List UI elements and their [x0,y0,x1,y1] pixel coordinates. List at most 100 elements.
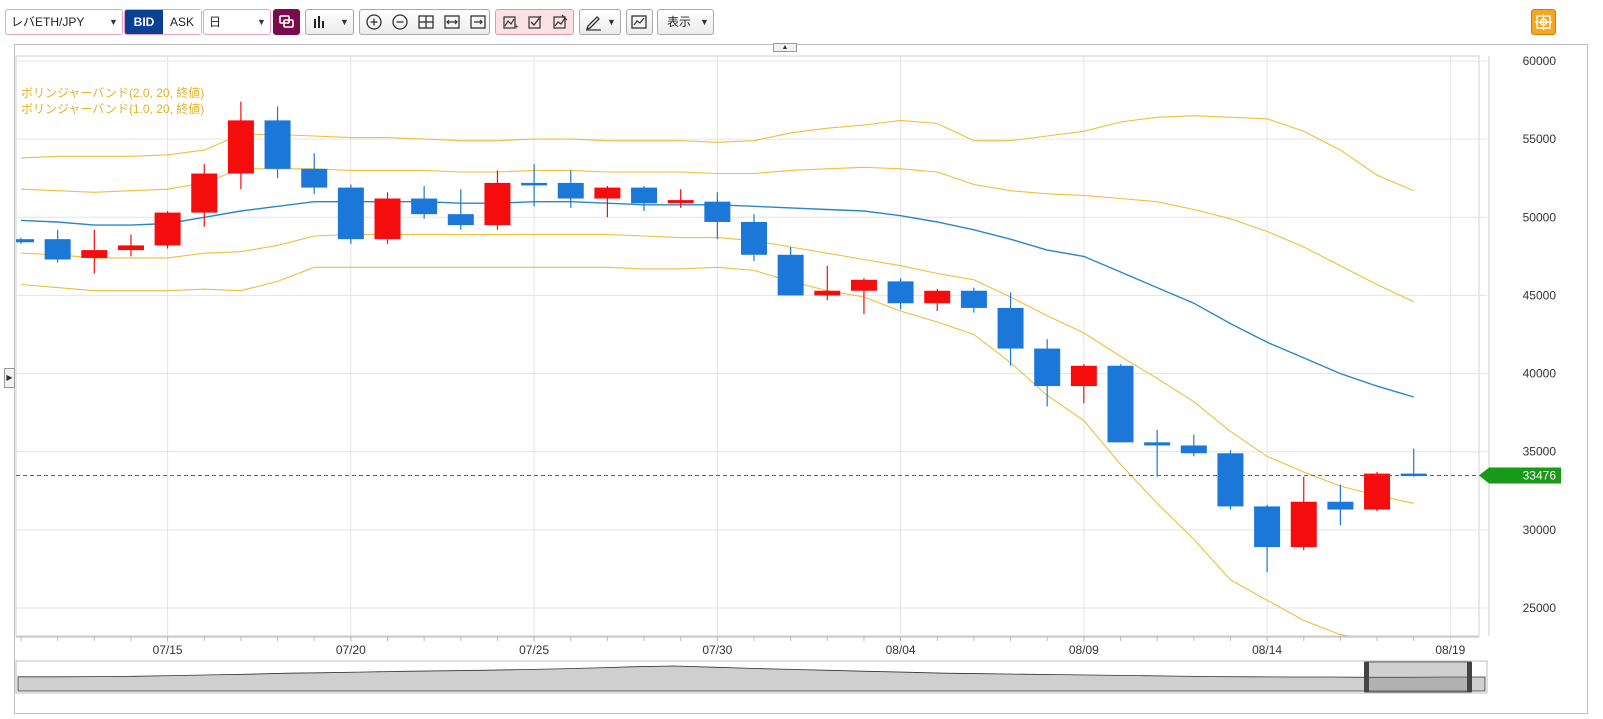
navigator-series [17,665,1486,692]
candle-body [191,173,218,213]
candles-group [16,101,1427,573]
draw-pen-icon [585,16,601,31]
ask-button[interactable]: ASK [163,10,201,34]
candle-body [44,239,71,260]
candle-body [1180,445,1207,454]
candle-body [16,239,34,243]
chart-link-icon [279,15,294,28]
bid-ask-toggle: BID ASK [124,9,202,35]
candle-body [1144,442,1171,446]
svg-text:+: + [514,22,519,31]
screenshot-icon [631,15,647,29]
chevron-down-icon: ▼ [700,17,709,27]
candle-body [521,182,548,186]
check-indicator-icon[interactable] [523,10,547,34]
symbol-select[interactable]: レバETH/JPY ▼ [5,9,123,35]
candle-body [557,182,584,199]
candle-body [667,200,694,204]
candle-body [887,281,914,304]
bollinger-lower-2-line [20,266,1352,636]
x-tick-label: 07/30 [702,643,732,657]
plot-border [15,55,1480,637]
scroll-end-icon[interactable] [466,10,490,34]
chart-type-select[interactable]: ▼ [305,9,354,35]
bid-label: BID [133,15,155,29]
candle-body [1400,473,1427,477]
candle-body [924,290,951,304]
draw-tool-select[interactable]: ▼ [579,9,621,35]
candle-body [1070,365,1097,387]
display-menu-button[interactable]: 表示 ▼ [657,9,714,35]
candle-body [81,250,108,258]
candle-body [1034,348,1061,387]
zoom-tools-group [359,9,490,35]
add-indicator-icon[interactable]: + [498,10,522,34]
display-label: 表示 [667,15,692,29]
navigator-handle-right [1467,662,1472,692]
x-tick-label: 08/14 [1252,643,1282,657]
bid-button[interactable]: BID [125,10,163,34]
candle-body [1254,506,1281,548]
screenshot-button[interactable] [626,9,653,35]
navigator-window [1364,661,1472,693]
remove-indicator-icon[interactable] [548,10,572,34]
indicator-tools-group: + [495,9,574,35]
zoom-out-icon[interactable] [388,10,412,34]
legend-bollinger-2: ボリンジャーバンド(2.0, 20, 終値) [21,86,205,100]
symbol-label: レバETH/JPY [11,15,85,29]
ask-label: ASK [169,15,194,29]
expand-side-panel-handle[interactable]: ▶ [4,368,15,388]
candle-body [960,290,987,308]
y-tick-label: 35000 [1523,445,1557,459]
fit-icon[interactable] [414,10,438,34]
current-price-label: 33476 [1523,469,1557,483]
candle-body [1364,473,1391,510]
candle-body [1290,501,1317,548]
chevron-down-icon: ▼ [607,17,616,27]
y-tick-label: 25000 [1523,601,1557,615]
y-tick-label: 50000 [1523,210,1557,224]
candle-body [337,187,364,240]
candle-body [704,201,731,222]
candle-body [1217,453,1244,507]
x-tick-label: 08/09 [1069,643,1099,657]
bar-chart-type-icon [314,16,324,28]
candle-body [447,214,474,226]
settings-target-icon [1535,14,1552,30]
candle-body [374,198,401,240]
candle-body [777,254,804,296]
y-tick-label: 45000 [1523,288,1557,302]
candle-body [850,279,877,291]
candle-body [741,221,767,255]
x-tick-label: 07/20 [336,643,366,657]
chart-toolbar: レバETH/JPY ▼ BID ASK 日 ▼ ▼ [0,0,1603,44]
navigator-handle-left [1364,662,1369,692]
candle-body [997,307,1024,349]
expand-icon[interactable] [440,10,464,34]
x-tick-label: 07/25 [519,643,549,657]
candle-body [1107,365,1134,443]
y-tick-label: 55000 [1523,132,1557,146]
settings-button[interactable] [1531,9,1556,35]
candle-body [594,187,621,199]
candle-body [631,187,658,204]
zoom-in-icon[interactable] [362,10,386,34]
candle-body [484,182,511,226]
current-price-tag [1479,467,1561,484]
candle-body [227,120,254,174]
chart-link-button[interactable] [273,9,300,35]
candle-body [1327,501,1354,510]
candle-body [154,212,181,246]
candle-body [411,198,438,215]
x-tick-label: 08/04 [886,643,916,657]
x-tick-label: 08/19 [1435,643,1465,657]
chevron-down-icon: ▼ [257,17,266,27]
chevron-down-icon: ▼ [109,17,118,27]
candle-body [264,120,291,169]
period-select[interactable]: 日 ▼ [203,9,271,35]
y-tick-label: 30000 [1523,523,1557,537]
collapse-toolbar-handle[interactable]: ▲ [773,43,797,52]
period-label: 日 [209,15,222,29]
candle-body [814,290,841,296]
